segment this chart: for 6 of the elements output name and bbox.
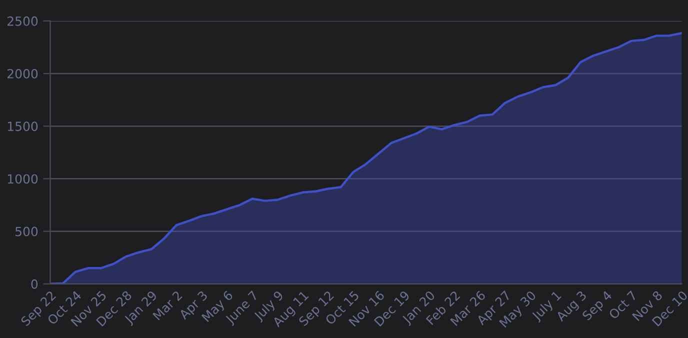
y-tick-label: 500	[16, 226, 38, 236]
y-tick-label: 2500	[8, 16, 38, 26]
y-tick-label: 0	[31, 279, 38, 289]
y-tick-label: 1000	[8, 174, 38, 184]
y-tick-label: 2000	[8, 69, 38, 78]
y-tick-label: 1500	[8, 122, 38, 132]
